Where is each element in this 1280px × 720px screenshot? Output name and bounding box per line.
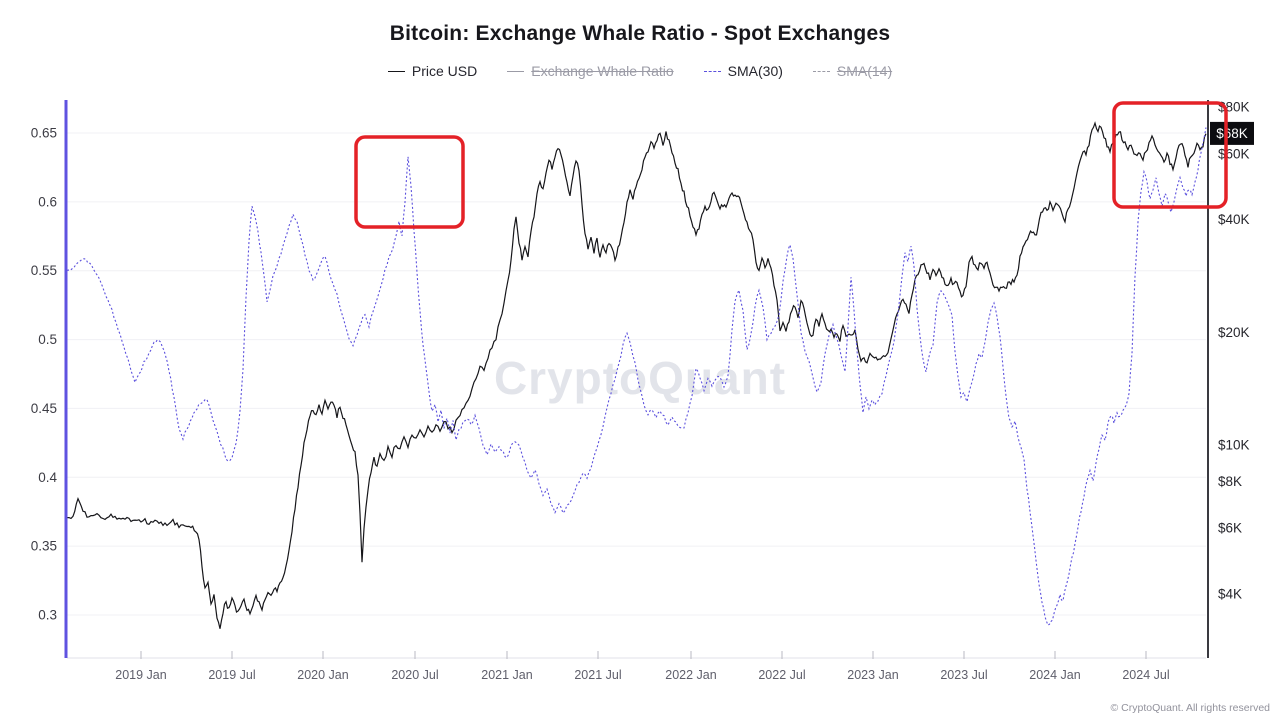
legend-item-sma-14-[interactable]: SMA(14) (812, 63, 893, 79)
right-axis-label: $4K (1218, 587, 1242, 602)
sma30-line[interactable] (66, 127, 1207, 626)
cryptoquant-watermark: CryptoQuant (494, 352, 786, 404)
legend-label: SMA(30) (727, 63, 783, 79)
legend-swatch-icon (387, 70, 405, 72)
current-price-badge (1210, 121, 1254, 145)
right-axis-label: $10K (1218, 438, 1250, 453)
legend-label: Exchange Whale Ratio (531, 63, 674, 79)
x-axis-label: 2019 Jul (208, 668, 255, 682)
legend: Price USD Exchange Whale Ratio SMA(30) SMA(… (0, 63, 1280, 79)
highlight-box (354, 135, 465, 229)
x-axis-label: 2020 Jul (391, 668, 438, 682)
right-axis-label: $60K (1218, 146, 1250, 161)
right-axis-label: $6K (1218, 521, 1242, 536)
chart-title: Bitcoin: Exchange Whale Ratio - Spot Exc… (389, 22, 891, 45)
legend-swatch-icon (812, 70, 830, 72)
price-usd-line[interactable] (67, 121, 1207, 629)
x-axis-label: 2024 Jan (1029, 668, 1080, 682)
legend-label: Price USD (411, 63, 478, 79)
legend-item-sma-30-[interactable]: SMA(30) (703, 63, 783, 79)
legend-item-price-usd[interactable]: Price USD (387, 63, 478, 79)
x-axis-label: 2024 Jul (1122, 668, 1169, 682)
left-axis-label: 0.4 (38, 470, 57, 485)
legend-swatch-icon (507, 70, 525, 72)
x-axis-label: 2023 Jan (847, 668, 898, 682)
copyright-note: © CryptoQuant. All rights reserved (1110, 702, 1270, 714)
legend-label: SMA(14) (836, 63, 893, 79)
left-axis-label: 0.35 (31, 539, 57, 554)
x-axis-label: 2022 Jan (665, 668, 716, 682)
left-axis-label: 0.6 (38, 194, 57, 209)
left-axis-label: 0.55 (31, 263, 57, 278)
legend-item-exchange-whale-ratio[interactable]: Exchange Whale Ratio (507, 63, 674, 79)
left-axis-label: 0.5 (38, 332, 57, 347)
x-axis-label: 2021 Jan (481, 668, 532, 682)
current-price-badge-label: $68K (1216, 126, 1248, 141)
x-axis-label: 2019 Jan (115, 668, 166, 682)
legend-swatch-icon (703, 70, 721, 72)
x-axis-label: 2020 Jan (297, 668, 348, 682)
x-axis-label: 2022 Jul (758, 668, 805, 682)
left-axis-label: 0.3 (38, 608, 57, 623)
right-axis-label: $20K (1218, 325, 1250, 340)
right-axis-label: $40K (1218, 212, 1250, 227)
x-axis-label: 2021 Jul (574, 668, 621, 682)
left-axis-label: 0.65 (31, 126, 57, 141)
right-axis-label: $8K (1218, 474, 1242, 489)
highlight-box (1112, 101, 1228, 209)
x-axis-label: 2023 Jul (940, 668, 987, 682)
left-axis-label: 0.45 (31, 401, 57, 416)
